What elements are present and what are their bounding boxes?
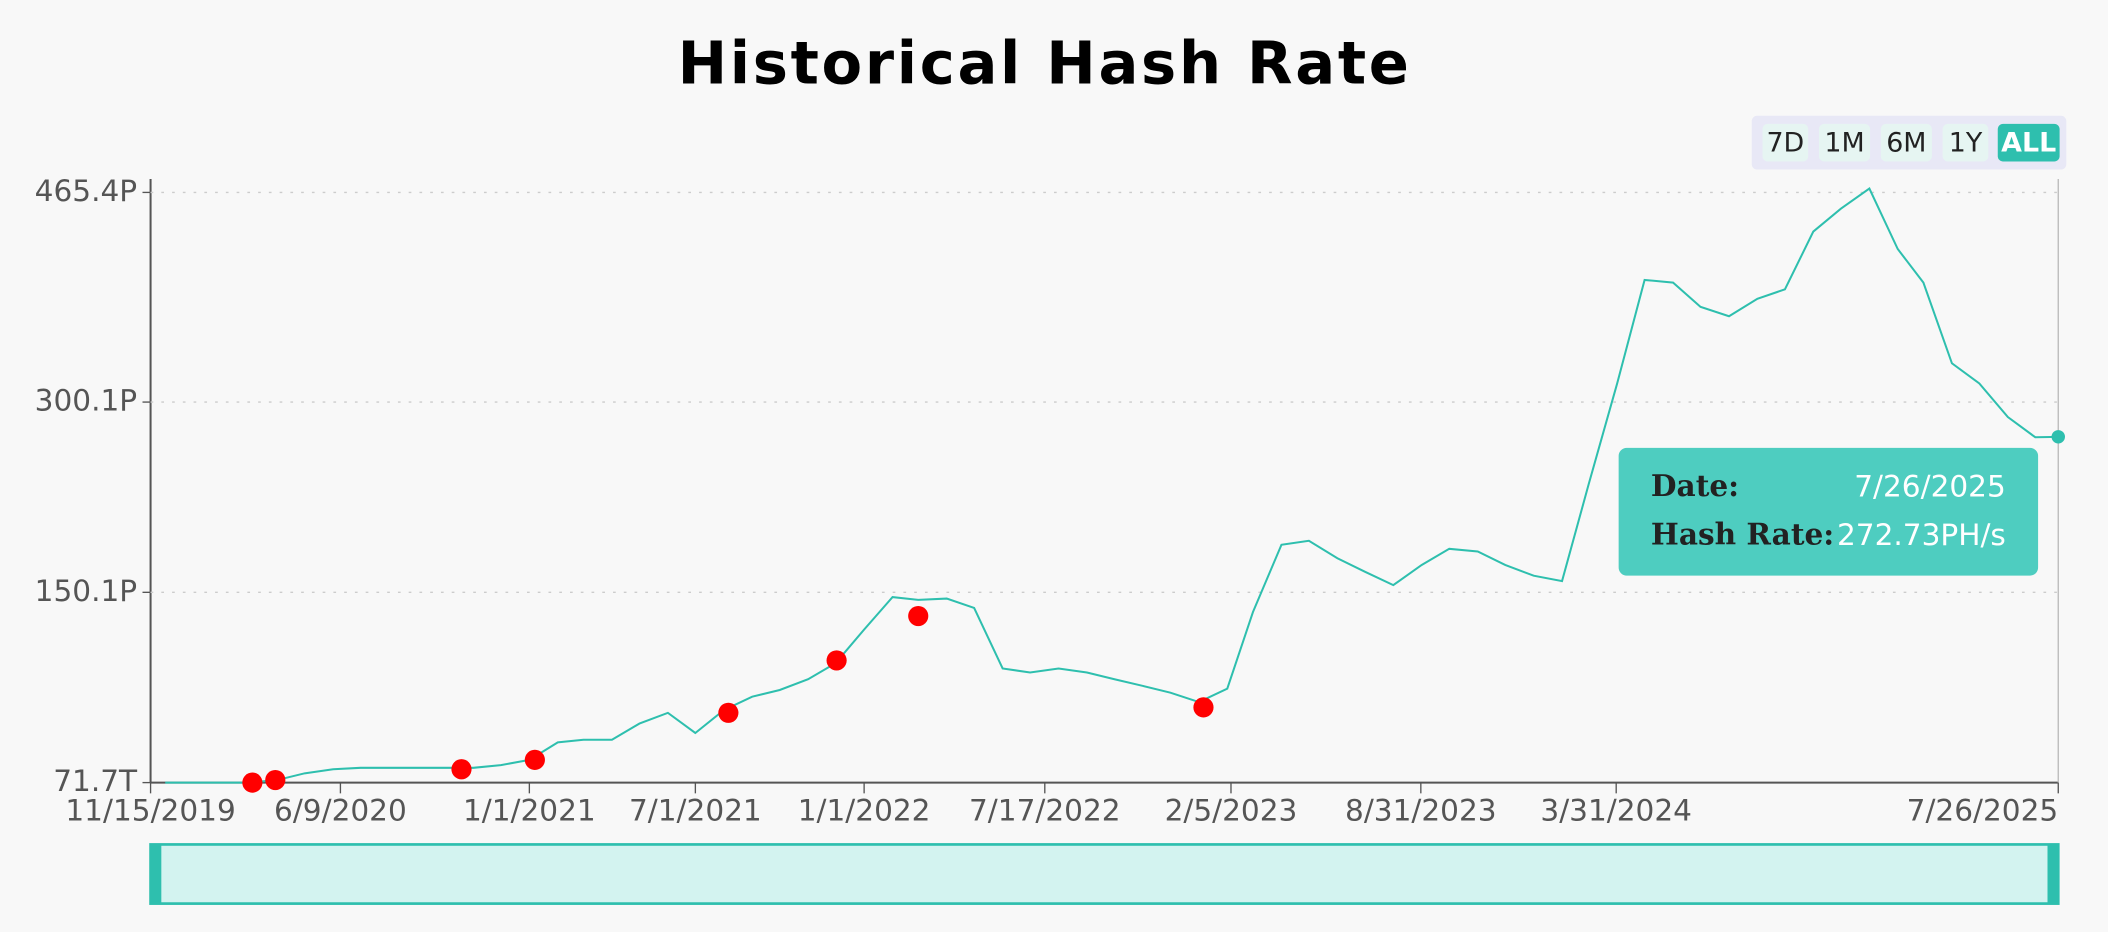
event-marker bbox=[718, 702, 739, 723]
x-tick-label: 6/9/2020 bbox=[274, 794, 407, 828]
x-tick-label: 1/1/2022 bbox=[798, 794, 931, 828]
range-button[interactable] bbox=[1818, 123, 1871, 162]
event-marker bbox=[242, 772, 263, 793]
y-tick-label: 71.7T bbox=[53, 764, 138, 798]
navigator-window bbox=[149, 843, 2060, 905]
y-tick-label: 150.1P bbox=[35, 574, 137, 608]
range-button[interactable] bbox=[1762, 123, 1809, 162]
navigator-handle[interactable] bbox=[2047, 844, 2059, 904]
tooltip-box bbox=[1618, 447, 2039, 576]
x-tick-label: 3/31/2024 bbox=[1540, 794, 1692, 828]
tooltip-key: Hash Rate: bbox=[1651, 517, 1834, 552]
y-tick-label: 300.1P bbox=[35, 384, 137, 418]
event-marker bbox=[265, 769, 286, 791]
x-tick-label: 1/1/2021 bbox=[463, 794, 596, 828]
range-button-label[interactable]: 1Y bbox=[1949, 128, 1983, 159]
range-button-label[interactable]: ALL bbox=[2001, 128, 2056, 159]
hash-rate-line bbox=[165, 186, 2059, 784]
x-tick-label: 7/1/2021 bbox=[629, 794, 762, 828]
range-button[interactable] bbox=[1942, 123, 1989, 162]
event-marker bbox=[908, 605, 929, 627]
range-button-label[interactable]: 7D bbox=[1766, 128, 1804, 159]
y-tick-label: 465.4P bbox=[35, 174, 137, 208]
event-marker bbox=[1193, 697, 1214, 718]
navigator bbox=[149, 843, 2060, 905]
x-tick-label: 2/5/2023 bbox=[1165, 794, 1298, 828]
x-tick-label: 7/17/2022 bbox=[969, 794, 1121, 828]
tooltip-value: 7/26/2025 bbox=[1854, 470, 2006, 504]
range-button[interactable] bbox=[1997, 123, 2060, 162]
tooltip: Date: 7/26/2025 Hash Rate: 272.73PH/s bbox=[1618, 447, 2039, 576]
x-tick-label: 11/15/2019 bbox=[65, 794, 235, 828]
tooltip-value: 272.73PH/s bbox=[1837, 518, 2006, 552]
tooltip-key: Date: bbox=[1651, 468, 1739, 503]
range-button-label[interactable]: 6M bbox=[1886, 128, 1926, 159]
event-marker bbox=[524, 749, 545, 770]
x-tick-label: 7/26/2025 bbox=[1907, 794, 2059, 828]
chart-title: Historical Hash Rate bbox=[678, 28, 1412, 97]
event-marker bbox=[451, 759, 472, 780]
range-button[interactable] bbox=[1880, 123, 1932, 162]
hover-point bbox=[2051, 430, 2065, 444]
navigator-handle[interactable] bbox=[150, 844, 162, 904]
range-button-label[interactable]: 1M bbox=[1824, 128, 1864, 159]
x-tick-label: 8/31/2023 bbox=[1345, 794, 1497, 828]
event-marker bbox=[826, 650, 847, 671]
